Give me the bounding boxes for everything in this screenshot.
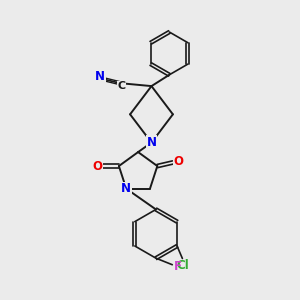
Text: N: N: [146, 136, 157, 149]
Text: C: C: [117, 81, 125, 91]
Text: Cl: Cl: [176, 259, 189, 272]
Text: F: F: [174, 260, 182, 273]
Text: N: N: [95, 70, 105, 83]
Text: N: N: [121, 182, 131, 195]
Text: O: O: [92, 160, 103, 172]
Text: O: O: [174, 155, 184, 168]
